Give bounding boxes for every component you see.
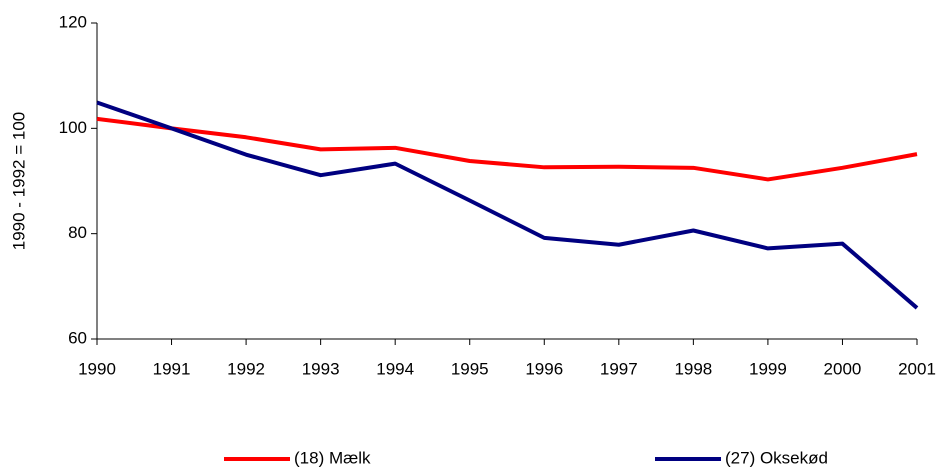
x-tick-label: 1998 (674, 359, 712, 378)
legend-label: (18) Mælk (294, 448, 371, 467)
legend-label: (27) Oksekød (725, 448, 828, 467)
x-tick-label: 1992 (227, 359, 265, 378)
x-tick-label: 2001 (898, 359, 936, 378)
data-line (96, 116, 918, 182)
x-tick-label: 1995 (451, 359, 489, 378)
x-tick-label: 1993 (302, 359, 340, 378)
y-tick-label: 100 (59, 118, 87, 137)
x-tick-label: 1999 (749, 359, 787, 378)
x-tick-label: 2000 (824, 359, 862, 378)
x-tick-label: 1997 (600, 359, 638, 378)
x-tick-label: 1991 (153, 359, 191, 378)
y-axis-label: 1990 - 1992 = 100 (9, 112, 28, 250)
x-tick-label: 1996 (525, 359, 563, 378)
y-tick-label: 80 (68, 223, 87, 242)
y-tick-label: 60 (68, 328, 87, 347)
x-tick-label: 1990 (78, 359, 116, 378)
data-line (96, 100, 919, 310)
x-tick-label: 1994 (376, 359, 414, 378)
y-tick-label: 120 (59, 12, 87, 31)
